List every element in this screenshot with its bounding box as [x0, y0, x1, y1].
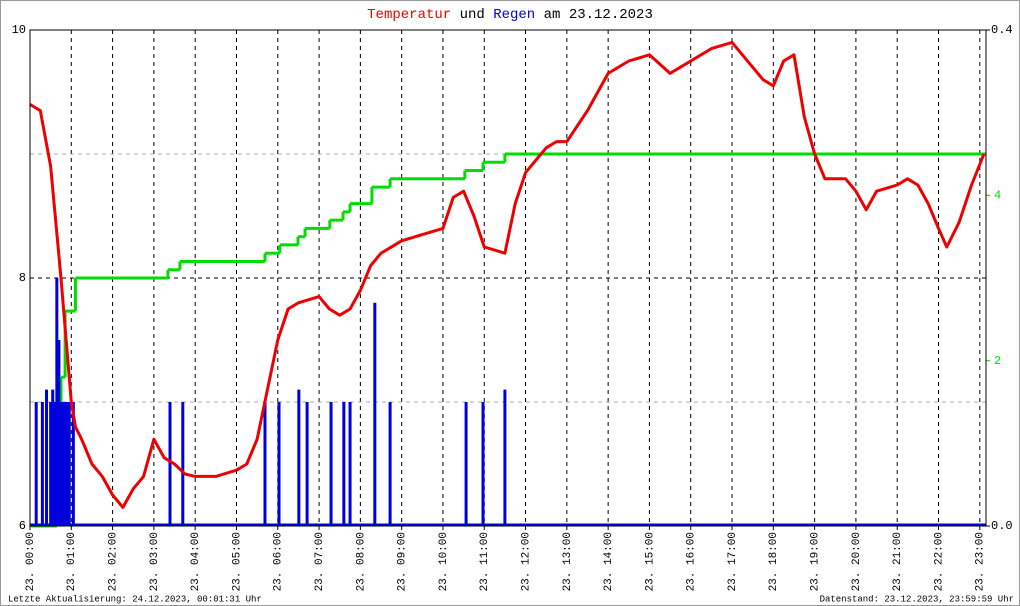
rain-bar	[464, 402, 468, 526]
rain-bar	[503, 389, 507, 526]
x-tick-label: 23. 09:00	[397, 532, 409, 591]
rain-bar	[297, 389, 301, 526]
title-temp: Temperatur	[367, 7, 451, 23]
y-tick-label: 6	[19, 519, 26, 533]
rain-bar	[57, 340, 61, 526]
temperature-line	[29, 40, 986, 509]
x-tick-label: 23. 01:00	[66, 532, 78, 591]
rain-bar	[348, 402, 352, 526]
chart-title: Temperatur und Regen am 23.12.2023	[367, 7, 653, 23]
x-tick-label: 23. 22:00	[933, 532, 945, 591]
y2-tick-label: 0.4	[991, 23, 1013, 37]
x-tick-label: 23. 12:00	[520, 532, 532, 591]
x-tick-label: 23. 04:00	[190, 532, 202, 591]
x-tick-label: 23. 05:00	[231, 532, 243, 591]
rain-bar	[65, 402, 69, 526]
x-tick-label: 23. 06:00	[273, 532, 285, 591]
rain-bar	[263, 402, 267, 526]
y3-tick-label: 2	[994, 354, 1001, 368]
rain-bar	[53, 402, 57, 526]
rain-bar	[63, 402, 67, 526]
plot-area	[30, 30, 986, 526]
x-tick-label: 23. 07:00	[314, 532, 326, 591]
rain-bar	[49, 402, 53, 526]
x-tick-label: 23. 08:00	[355, 532, 367, 591]
rain-bar	[61, 402, 65, 526]
x-tick-label: 23. 14:00	[603, 532, 615, 591]
title-date: am 23.12.2023	[544, 7, 653, 23]
rain-bar	[277, 402, 281, 526]
x-tick-label: 23. 15:00	[644, 532, 656, 591]
rain-bar	[40, 402, 44, 526]
y2-tick-label: 0.0	[991, 519, 1013, 533]
x-tick-label: 23. 10:00	[438, 532, 450, 591]
rain-bar	[181, 402, 185, 526]
footer-left: Letzte Aktualisierung: 24.12.2023, 00:01…	[8, 594, 262, 604]
rain-bar	[305, 402, 309, 526]
rain-bar	[51, 389, 55, 526]
rain-bar	[373, 302, 377, 526]
x-tick-label: 23. 23:00	[975, 532, 987, 591]
rain-bar	[34, 402, 38, 526]
x-tick-label: 23. 16:00	[686, 532, 698, 591]
x-tick-label: 23. 21:00	[892, 532, 904, 591]
rain-bar	[67, 402, 71, 526]
x-tick-label: 23. 19:00	[810, 532, 822, 591]
rain-bar	[59, 402, 63, 526]
x-tick-label: 23. 13:00	[562, 532, 574, 591]
title-rain: Regen	[493, 7, 535, 23]
x-tick-label: 23. 11:00	[479, 532, 491, 591]
x-tick-label: 23. 18:00	[768, 532, 780, 591]
rain-bar	[71, 402, 75, 526]
rain-bar	[388, 402, 392, 526]
y-tick-label: 10	[12, 23, 26, 37]
rain-bar	[168, 402, 172, 526]
x-tick-label: 23. 02:00	[107, 532, 119, 591]
plot-border	[29, 29, 987, 527]
y-tick-label: 8	[19, 271, 26, 285]
rain-bar	[55, 278, 59, 526]
rain-bar	[45, 389, 49, 526]
rain-bar	[481, 402, 485, 526]
rain-bar	[329, 402, 333, 526]
x-tick-label: 23. 17:00	[727, 532, 739, 591]
x-tick-label: 23. 03:00	[149, 532, 161, 591]
footer-right: Datenstand: 23.12.2023, 23:59:59 Uhr	[820, 594, 1014, 604]
x-tick-label: 23. 20:00	[851, 532, 863, 591]
rain-bar	[342, 402, 346, 526]
x-tick-label: 23. 00:00	[25, 532, 37, 591]
y3-tick-label: 4	[994, 189, 1001, 203]
title-join: und	[460, 7, 485, 23]
